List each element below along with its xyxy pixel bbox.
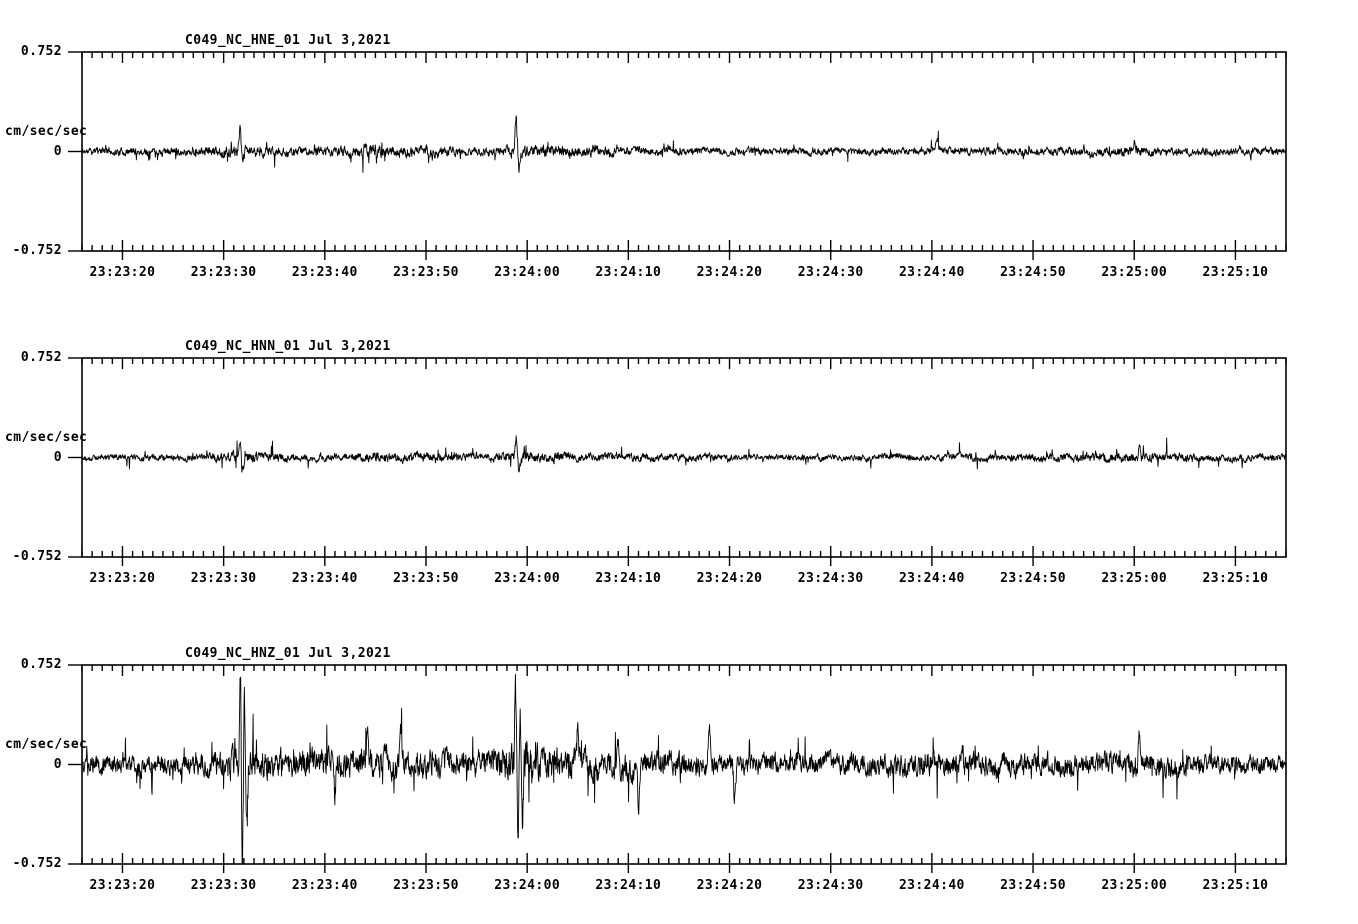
x-tick-label: 23:24:30	[797, 265, 864, 280]
y-tick-label: 0.752	[20, 350, 62, 365]
axis-ticks	[68, 51, 1287, 260]
x-tick-label: 23:24:10	[595, 878, 662, 893]
x-tick-label: 23:25:00	[1101, 878, 1168, 893]
y-tick-label: 0	[53, 143, 62, 159]
x-tick-label: 23:25:00	[1101, 265, 1168, 280]
trace-title: C049_NC_HNZ_01 Jul 3,2021	[185, 646, 391, 661]
x-tick-label: 23:23:40	[291, 878, 358, 893]
x-tick-label: 23:23:50	[393, 571, 459, 586]
x-tick-label: 23:23:20	[89, 265, 156, 280]
plot-frame	[81, 51, 1287, 252]
x-tick-label: 23:23:40	[291, 265, 358, 280]
waveform-trace	[81, 115, 1287, 173]
y-tick-label: 0	[53, 449, 62, 465]
x-tick-label: 23:23:20	[89, 571, 156, 586]
plot-frame	[81, 664, 1287, 865]
x-tick-label: 23:24:20	[696, 878, 763, 893]
x-tick-label: 23:23:30	[190, 571, 257, 586]
x-tick-label: 23:24:20	[696, 265, 763, 280]
x-tick-label: 23:24:00	[494, 878, 561, 893]
y-tick-label: 0	[53, 756, 62, 772]
x-tick-label: 23:24:00	[494, 265, 561, 280]
y-tick-label: -0.752	[12, 243, 62, 258]
y-axis-unit-label: cm/sec/sec	[5, 736, 88, 752]
plot-frame	[81, 357, 1287, 558]
x-tick-label: 23:25:10	[1202, 571, 1269, 586]
x-tick-label: 23:24:40	[898, 265, 965, 280]
x-tick-label: 23:24:50	[1000, 265, 1066, 280]
x-tick-label: 23:23:40	[291, 571, 358, 586]
x-tick-label: 23:23:50	[393, 878, 459, 893]
x-tick-label: 23:24:00	[494, 571, 561, 586]
x-tick-label: 23:23:20	[89, 878, 156, 893]
y-tick-label: -0.752	[12, 549, 62, 564]
y-tick-label: 0.752	[20, 44, 62, 59]
x-tick-label: 23:23:50	[393, 265, 459, 280]
y-tick-label: 0.752	[20, 657, 62, 672]
waveform-trace	[81, 435, 1287, 473]
x-tick-label: 23:24:30	[797, 878, 864, 893]
y-axis-unit-label: cm/sec/sec	[5, 123, 88, 139]
x-tick-label: 23:24:10	[595, 265, 662, 280]
axis-ticks	[68, 357, 1287, 566]
x-tick-label: 23:24:40	[898, 571, 965, 586]
axis-ticks	[68, 664, 1287, 873]
x-tick-label: 23:23:30	[190, 878, 257, 893]
y-tick-label: -0.752	[12, 856, 62, 871]
x-tick-label: 23:24:10	[595, 571, 662, 586]
x-tick-label: 23:25:00	[1101, 571, 1168, 586]
x-tick-label: 23:25:10	[1202, 265, 1269, 280]
trace-title: C049_NC_HNE_01 Jul 3,2021	[185, 33, 391, 48]
x-tick-label: 23:24:40	[898, 878, 965, 893]
x-tick-label: 23:24:30	[797, 571, 864, 586]
x-tick-label: 23:24:50	[1000, 878, 1066, 893]
x-tick-label: 23:24:50	[1000, 571, 1066, 586]
x-tick-label: 23:25:10	[1202, 878, 1269, 893]
y-axis-unit-label: cm/sec/sec	[5, 429, 88, 445]
waveform-trace	[81, 673, 1287, 865]
x-tick-label: 23:23:30	[190, 265, 257, 280]
trace-title: C049_NC_HNN_01 Jul 3,2021	[185, 339, 391, 354]
x-tick-label: 23:24:20	[696, 571, 763, 586]
